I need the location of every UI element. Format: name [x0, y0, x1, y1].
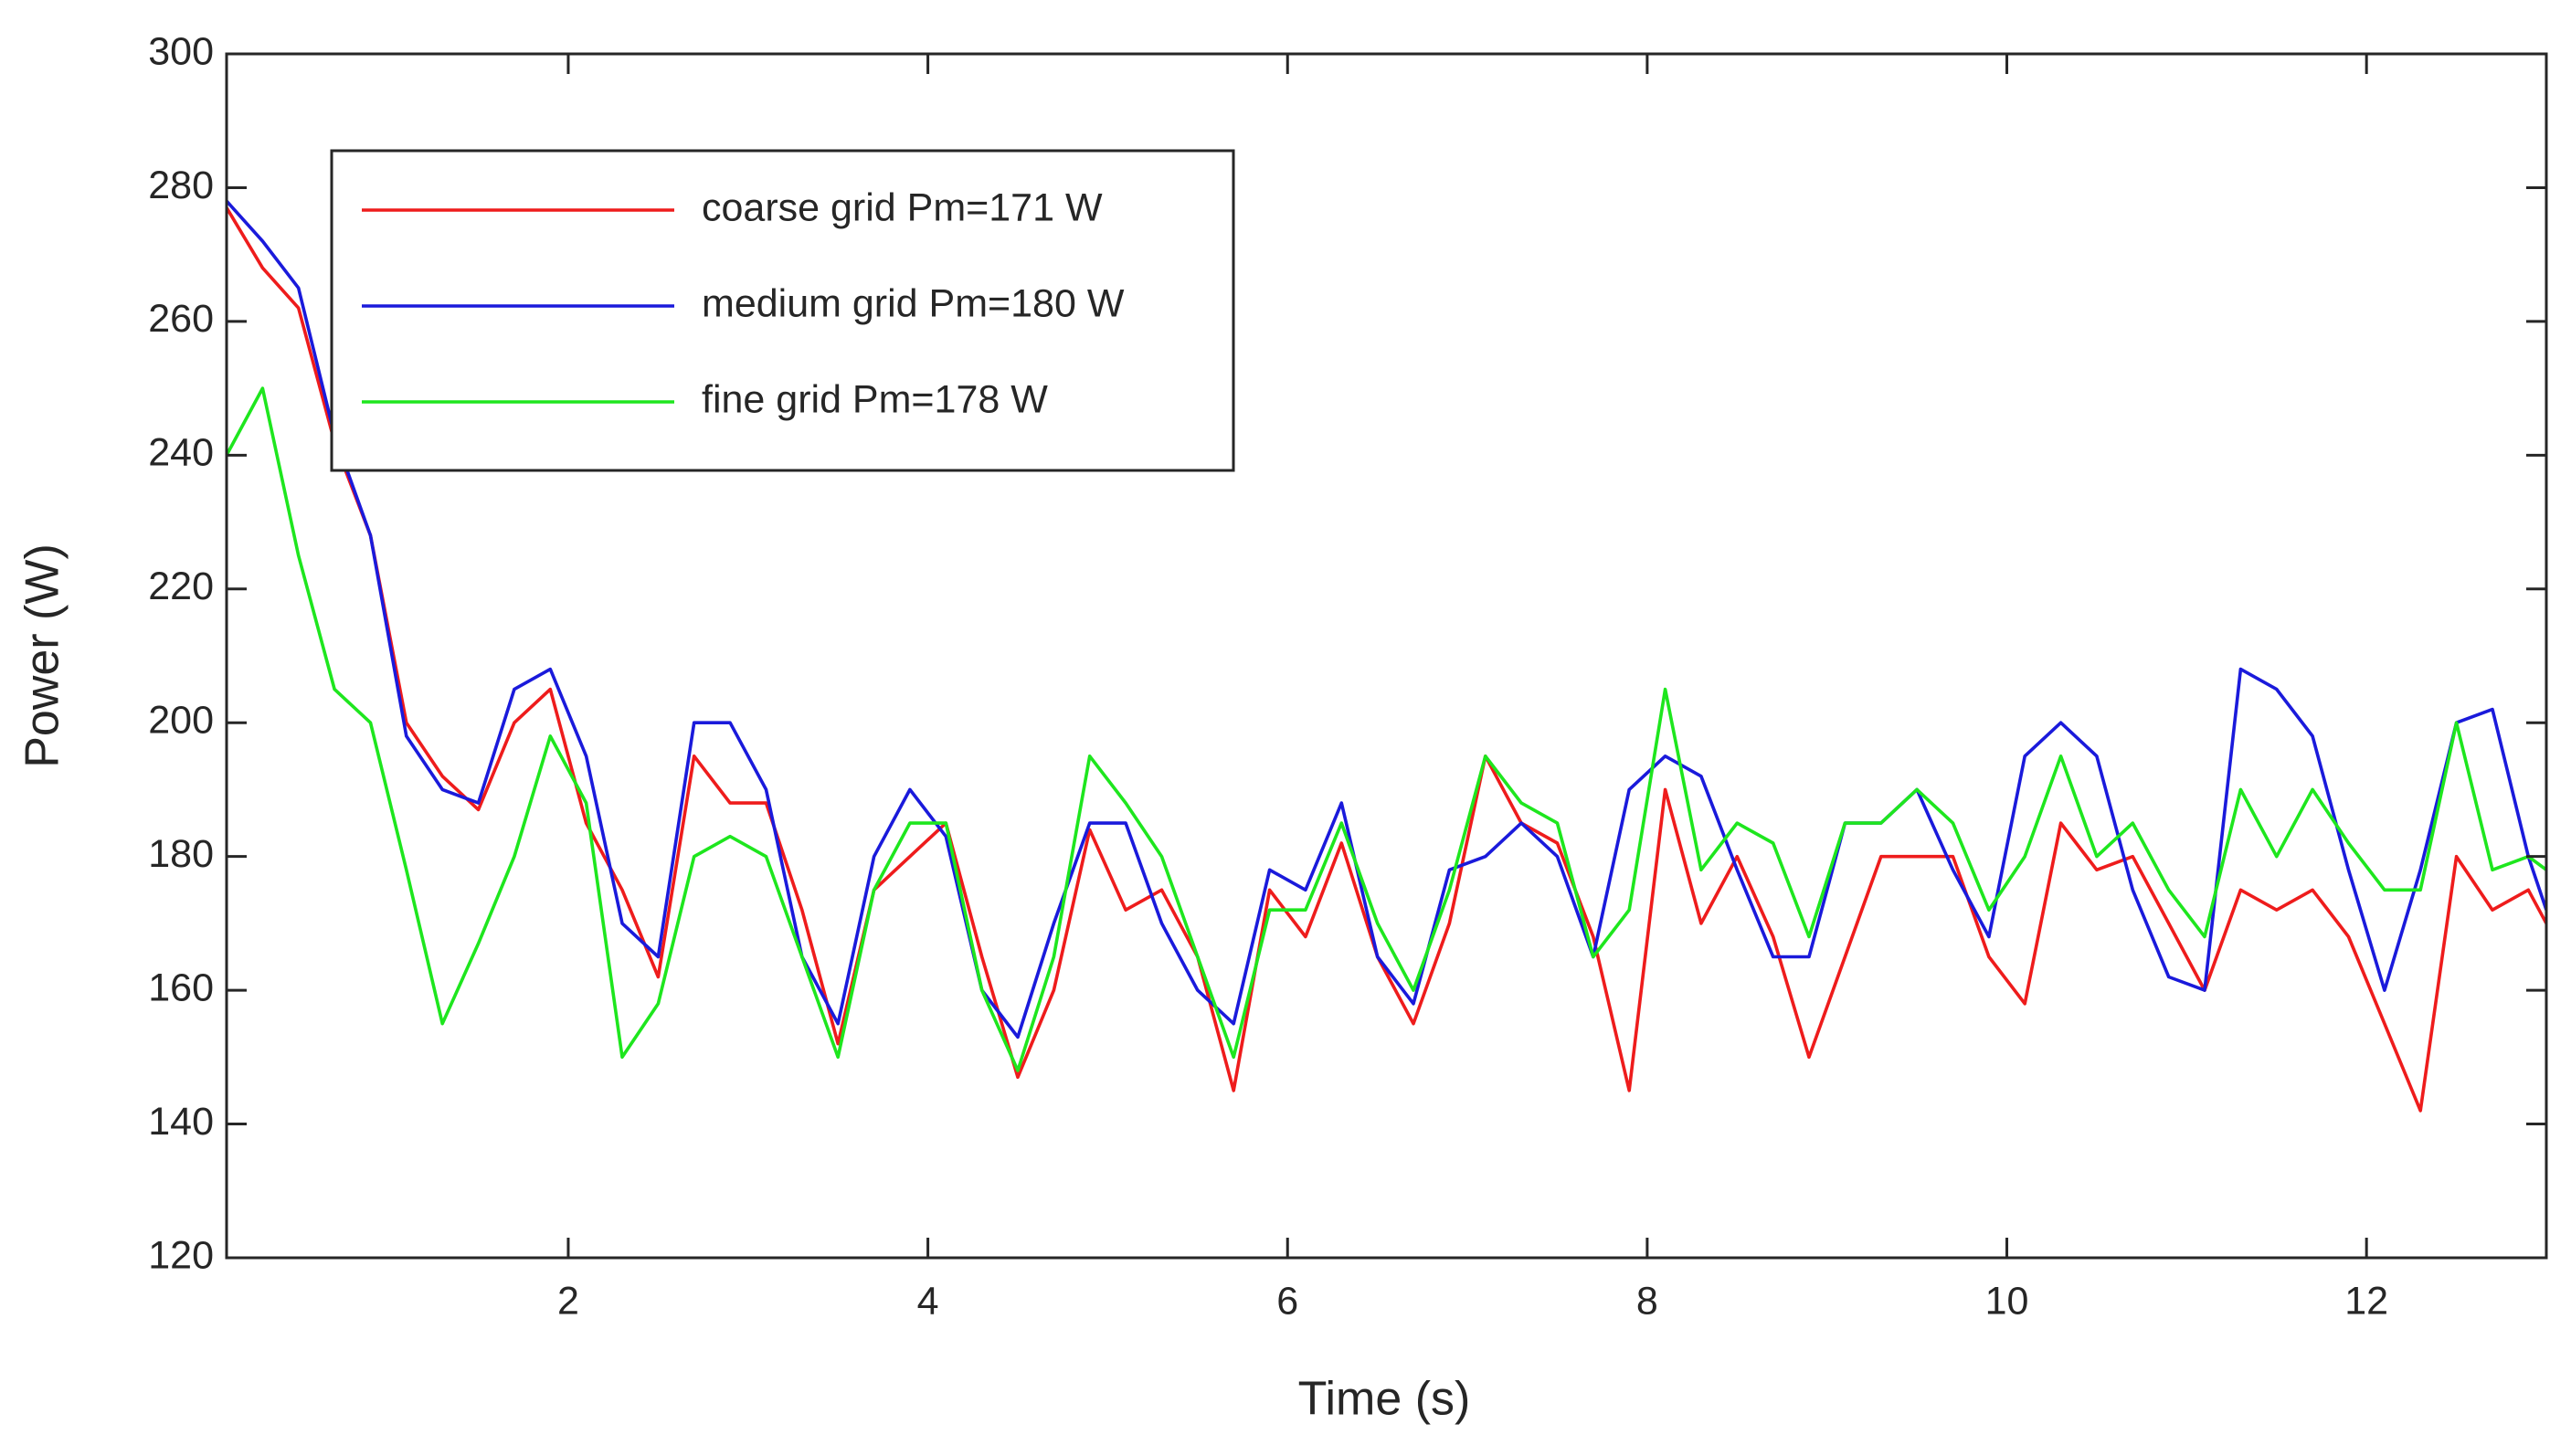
legend-label: coarse grid Pm=171 W — [702, 185, 1103, 229]
legend-label: medium grid Pm=180 W — [702, 281, 1125, 325]
x-tick-label: 8 — [1636, 1279, 1658, 1323]
y-axis-label: Power (W) — [16, 543, 69, 768]
legend-box — [330, 149, 1235, 472]
y-tick-label: 180 — [148, 832, 214, 876]
data-line — [227, 206, 2546, 1113]
legend-label: fine grid Pm=178 W — [702, 377, 1048, 421]
y-tick-label: 240 — [148, 431, 214, 475]
data-line — [227, 199, 2546, 1039]
y-tick-label: 140 — [148, 1100, 214, 1144]
y-tick-label: 220 — [148, 564, 214, 608]
x-tick-label: 12 — [2344, 1279, 2388, 1323]
y-tick-label: 280 — [148, 164, 214, 207]
y-tick-label: 160 — [148, 965, 214, 1009]
y-tick-label: 300 — [148, 29, 214, 73]
x-axis-label: Time (s) — [1298, 1373, 1471, 1426]
y-tick-label: 200 — [148, 699, 214, 743]
y-tick-label: 260 — [148, 297, 214, 341]
plot-frame — [225, 52, 2548, 1260]
x-tick-label: 4 — [917, 1279, 939, 1323]
data-line — [227, 386, 2546, 1072]
y-tick-label: 120 — [148, 1233, 214, 1277]
x-tick-label: 10 — [1985, 1279, 2029, 1323]
x-tick-label: 2 — [557, 1279, 579, 1323]
x-tick-label: 6 — [1276, 1279, 1298, 1323]
